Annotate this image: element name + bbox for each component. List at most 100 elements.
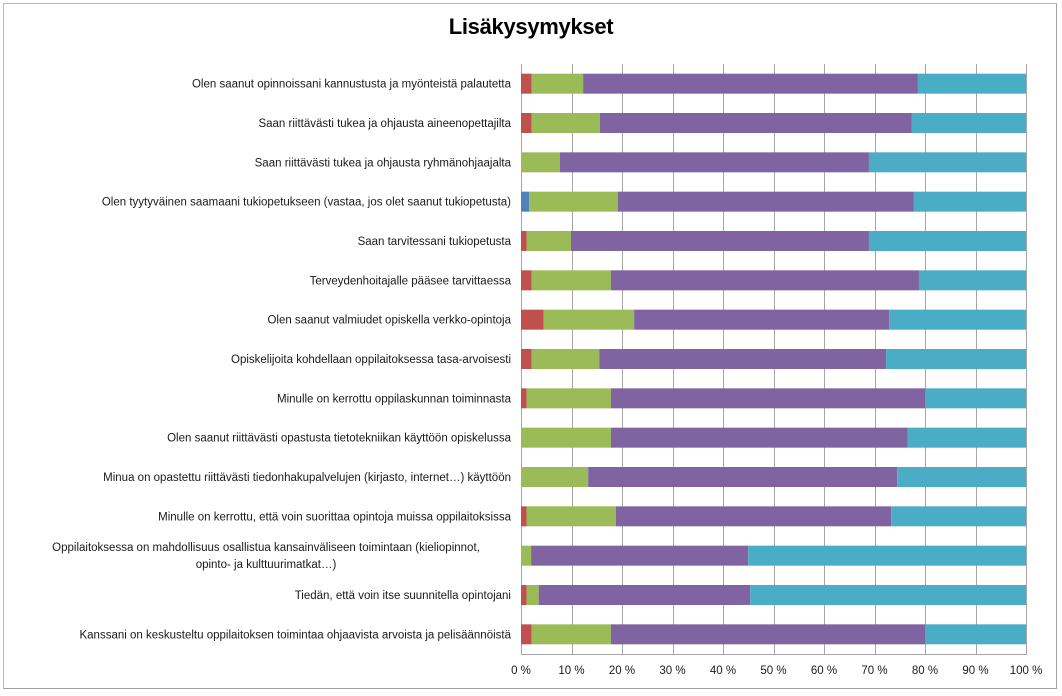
x-tick-label-9: 90 % (962, 665, 988, 677)
bar-segment-1-series-5 (917, 73, 1026, 94)
x-tick-label-5: 50 % (760, 665, 786, 677)
bar-segment-5-series-2 (521, 231, 527, 251)
bar-segment-15-series-3 (531, 624, 611, 645)
category-label-13-line-1: Oppilaitoksessa on mahdollisuus osallist… (52, 542, 480, 554)
bar-row-6 (521, 270, 1026, 291)
bar-segment-7-series-2 (521, 309, 544, 330)
bar-segment-14-series-2 (521, 585, 527, 605)
bar-row-11 (521, 467, 1026, 487)
bar-segment-13-series-4 (531, 545, 749, 566)
bar-row-13 (521, 545, 1026, 566)
bar-segment-10-series-5 (907, 427, 1026, 448)
bar-row-5 (521, 231, 1026, 251)
bar-segment-3-series-4 (559, 152, 869, 173)
bar-segment-12-series-3 (526, 506, 616, 527)
bar-segment-3-series-3 (521, 152, 560, 173)
bar-segment-4-series-4 (617, 191, 914, 212)
category-label-9: Minulle on kerrottu oppilaskunnan toimin… (277, 393, 512, 405)
chart-title: Lisäkysymykset (448, 14, 614, 39)
bar-segment-4-series-5 (913, 191, 1026, 212)
bar-segment-11-series-5 (897, 467, 1026, 487)
x-axis-ticks: 0 % 10 % 20 % 30 % 40 % 50 % 60 % 70 % 80 % 90 % 1… (511, 665, 1042, 677)
category-label-10: Olen saanut riittävästi opastusta tietot… (167, 433, 512, 445)
bar-segment-1-series-2 (521, 73, 532, 94)
x-tick-label-1: 10 % (558, 665, 584, 677)
bar-row-9 (521, 388, 1026, 409)
bar-segment-6-series-5 (918, 270, 1026, 291)
bar-row-7 (521, 309, 1026, 330)
category-label-14: Tiedän, että voin itse suunnitella opint… (295, 590, 511, 602)
category-label-3: Saan riittävästi tukea ja ohjausta ryhmä… (255, 157, 512, 169)
category-label-11: Minua on opastettu riittävästi tiedonhak… (103, 472, 511, 484)
category-label-6: Terveydenhoitajalle pääsee tarvittaessa (310, 275, 512, 287)
category-label-13-line-2: opinto- ja kulttuurimatkat…) (196, 559, 337, 571)
bar-segment-3-series-5 (868, 152, 1026, 173)
bar-segment-5-series-3 (526, 231, 571, 251)
bar-segment-1-series-4 (583, 73, 918, 94)
bar-row-4 (521, 191, 1026, 212)
bar-segment-14-series-5 (750, 585, 1026, 605)
x-tick-label-4: 40 % (710, 665, 736, 677)
bar-segment-7-series-5 (889, 309, 1026, 330)
bar-segment-10-series-3 (521, 427, 611, 448)
bar-segment-13-series-3 (521, 545, 532, 566)
bar-segment-7-series-4 (634, 309, 890, 330)
bar-row-1 (521, 73, 1026, 94)
x-tick-label-2: 20 % (609, 665, 635, 677)
bar-row-10 (521, 427, 1026, 448)
bar-segment-12-series-4 (615, 506, 892, 527)
bar-segment-15-series-5 (925, 624, 1026, 645)
bar-segment-4-series-3 (529, 191, 618, 212)
bar-segment-6-series-3 (531, 270, 611, 291)
bar-segment-12-series-5 (891, 506, 1026, 527)
category-label-8: Opiskelijoita kohdellaan oppilaitoksessa… (231, 354, 511, 366)
bar-row-15 (521, 624, 1026, 645)
bars (521, 73, 1026, 645)
bar-segment-8-series-5 (886, 349, 1026, 369)
bar-segment-8-series-3 (531, 349, 600, 369)
category-label-5: Saan tarvitessani tukiopetusta (358, 236, 512, 248)
bar-segment-7-series-3 (543, 309, 635, 330)
bar-segment-12-series-2 (521, 506, 527, 527)
category-labels: Olen saanut opinnoissani kannustusta ja … (52, 79, 511, 642)
bar-segment-14-series-3 (526, 585, 539, 605)
bar-segment-9-series-3 (526, 388, 611, 409)
bar-segment-15-series-4 (610, 624, 925, 645)
category-label-4: Olen tyytyväinen saamaani tukiopetukseen… (102, 197, 511, 209)
bar-segment-8-series-2 (521, 349, 532, 369)
bar-segment-10-series-4 (610, 427, 908, 448)
bar-segment-9-series-5 (925, 388, 1026, 409)
bar-segment-2-series-5 (911, 113, 1026, 133)
category-label-1: Olen saanut opinnoissani kannustusta ja … (192, 79, 512, 91)
x-tick-label-10: 100 % (1010, 665, 1043, 677)
bar-segment-15-series-2 (521, 624, 532, 645)
bar-segment-14-series-4 (538, 585, 751, 605)
bar-segment-6-series-2 (521, 270, 532, 291)
bar-segment-6-series-4 (610, 270, 919, 291)
bar-segment-1-series-3 (531, 73, 584, 94)
bar-segment-2-series-4 (599, 113, 912, 133)
x-tick-label-7: 70 % (861, 665, 887, 677)
x-tick-label-0: 0 % (511, 665, 531, 677)
bar-segment-8-series-4 (599, 349, 887, 369)
category-label-7: Olen saanut valmiudet opiskella verkko-o… (267, 315, 511, 327)
bar-segment-11-series-3 (521, 467, 589, 487)
bar-segment-9-series-2 (521, 388, 527, 409)
category-label-12: Minulle on kerrottu, että voin suorittaa… (158, 511, 511, 523)
category-label-15: Kanssani on keskusteltu oppilaitoksen to… (79, 629, 511, 641)
bar-row-3 (521, 152, 1026, 173)
bar-segment-2-series-2 (521, 113, 532, 133)
bar-segment-11-series-4 (588, 467, 898, 487)
x-tick-label-6: 60 % (811, 665, 837, 677)
x-tick-label-3: 30 % (659, 665, 685, 677)
bar-segment-5-series-4 (571, 231, 869, 251)
category-label-2: Saan riittävästi tukea ja ohjausta ainee… (258, 118, 511, 130)
bar-row-12 (521, 506, 1026, 527)
bar-segment-5-series-5 (868, 231, 1026, 251)
bar-row-14 (521, 585, 1026, 605)
bar-row-8 (521, 349, 1026, 369)
bar-segment-13-series-5 (748, 545, 1026, 566)
bar-row-2 (521, 113, 1026, 133)
bar-segment-9-series-4 (610, 388, 925, 409)
